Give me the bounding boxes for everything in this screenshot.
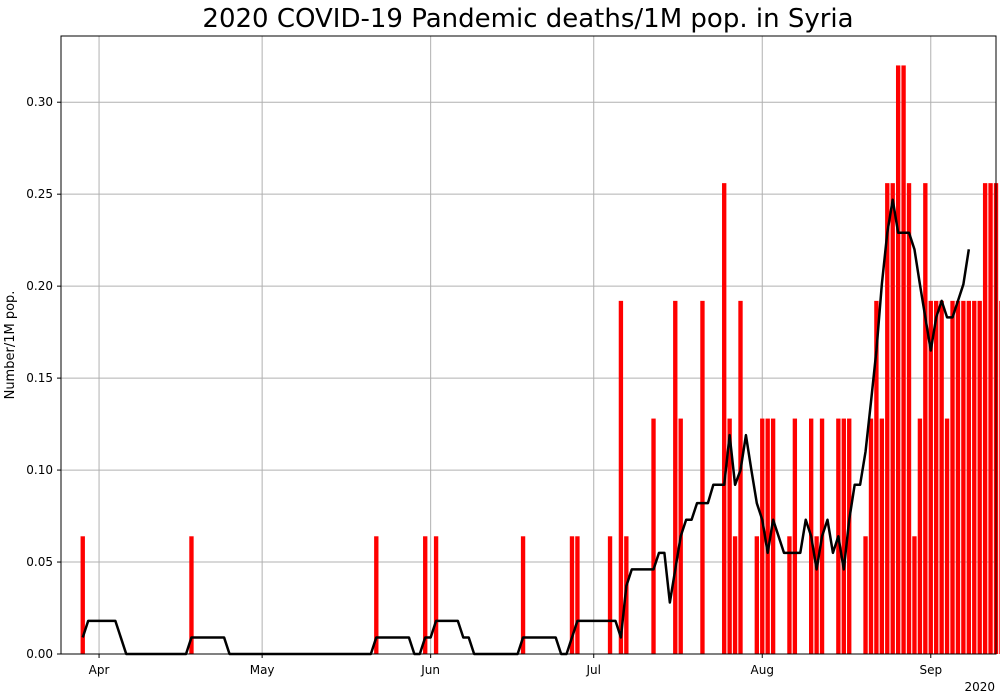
bar — [912, 536, 917, 654]
bar — [847, 418, 852, 654]
bar — [765, 418, 770, 654]
y-axis: 0.00 0.05 0.10 0.15 0.20 0.25 0.30 — [26, 95, 61, 661]
bar — [727, 418, 732, 654]
bar — [863, 536, 868, 654]
bar — [901, 65, 906, 655]
bar — [722, 183, 727, 654]
bar — [944, 418, 950, 654]
moving-average-line-series — [81, 198, 971, 656]
bar — [760, 418, 765, 654]
bar — [814, 536, 819, 654]
y-tick-label: 0.30 — [26, 95, 53, 109]
bar — [906, 183, 912, 654]
bar — [868, 418, 874, 654]
bar — [955, 300, 961, 654]
x-tick-label: Jun — [420, 663, 440, 677]
bar — [423, 536, 428, 654]
bar — [982, 183, 988, 654]
bar — [732, 536, 738, 654]
y-tick-label: 0.10 — [26, 463, 53, 477]
moving-average-line — [81, 198, 971, 656]
bar — [651, 418, 656, 654]
grid — [61, 36, 996, 655]
bar — [890, 183, 895, 654]
x-tick-label: Jul — [585, 663, 600, 677]
bar — [374, 536, 379, 654]
x-axis-year-label: 2020 — [964, 680, 995, 694]
bar — [80, 536, 85, 654]
x-tick-label: Sep — [919, 663, 942, 677]
bar — [895, 65, 901, 655]
bar — [841, 418, 846, 654]
x-axis: Apr May Jun Jul Aug Sep — [89, 654, 942, 677]
bar — [879, 418, 885, 654]
bar — [700, 300, 705, 654]
y-tick-label: 0.25 — [26, 187, 53, 201]
bar — [928, 300, 933, 654]
bar — [770, 418, 776, 654]
y-tick-label: 0.20 — [26, 279, 53, 293]
y-axis-label: Number/1M pop. — [3, 291, 18, 400]
bar — [972, 300, 977, 654]
bar-series — [80, 65, 1000, 655]
y-tick-label: 0.05 — [26, 555, 53, 569]
bar — [673, 300, 678, 654]
y-tick-label: 0.15 — [26, 371, 53, 385]
y-tick-label: 0.00 — [26, 647, 53, 661]
bar — [618, 300, 624, 654]
x-tick-label: Apr — [89, 663, 110, 677]
bar — [792, 418, 798, 654]
plot-frame — [60, 35, 997, 655]
bar — [885, 183, 890, 654]
bar — [874, 300, 879, 654]
bar — [917, 418, 923, 654]
bar — [738, 300, 743, 654]
chart-title: 2020 COVID-19 Pandemic deaths/1M pop. in… — [202, 4, 853, 34]
bar — [923, 183, 928, 654]
bar — [977, 300, 982, 654]
x-tick-label: May — [250, 663, 275, 677]
bar — [988, 183, 993, 654]
bar — [787, 536, 792, 654]
bar — [607, 536, 613, 654]
bar — [569, 536, 575, 654]
bar — [934, 300, 939, 654]
bar — [939, 300, 944, 654]
bar — [520, 536, 526, 654]
bar — [189, 536, 194, 654]
bar — [433, 536, 439, 654]
x-tick-label: Aug — [751, 663, 774, 677]
bar — [754, 536, 759, 654]
bar — [966, 300, 971, 654]
bar — [575, 536, 580, 654]
bar — [950, 300, 955, 654]
bar — [961, 300, 966, 654]
